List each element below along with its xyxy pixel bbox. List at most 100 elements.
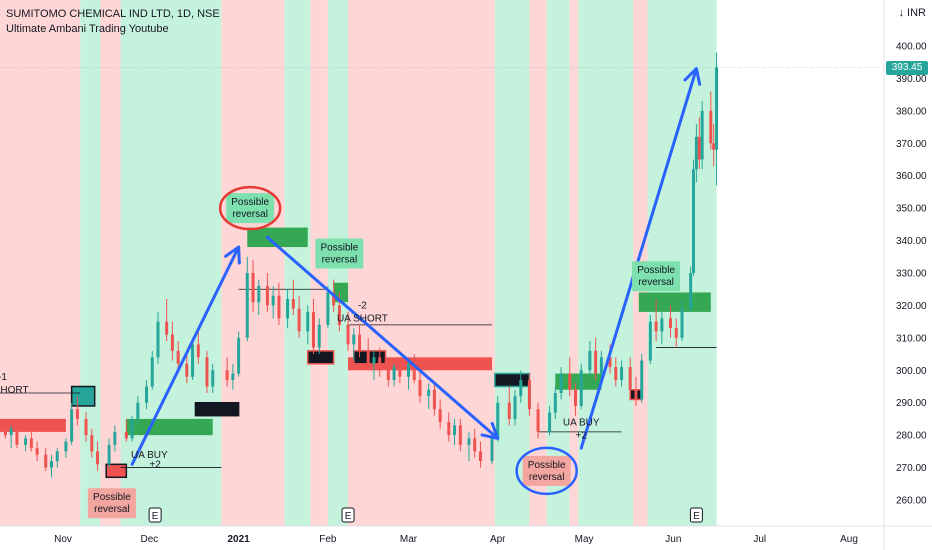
- y-tick-label: 360.00: [896, 171, 927, 182]
- candle-body: [96, 451, 100, 465]
- trend-arrow: [130, 245, 241, 466]
- candle-body: [29, 438, 33, 449]
- demand-zone: [638, 292, 711, 312]
- candle-body: [398, 367, 402, 377]
- reversal-label-box: [632, 261, 681, 292]
- candle-body: [366, 350, 370, 364]
- candle-body: [306, 311, 310, 332]
- reversal-label-text: Possible: [231, 197, 269, 208]
- last-price-tag: 393.45: [886, 61, 928, 75]
- candle-body: [156, 321, 160, 358]
- x-tick-label: Feb: [319, 534, 337, 545]
- reversal-label-text: Possible: [320, 243, 358, 254]
- y-tick-label: 300.00: [896, 366, 927, 377]
- reversal-label-text: Possible: [93, 492, 131, 503]
- y-tick-label: 260.00: [896, 496, 927, 507]
- candle-body: [579, 370, 583, 406]
- candle-body: [694, 136, 698, 170]
- candle-body: [332, 292, 336, 306]
- candle-body: [326, 292, 330, 325]
- candle-body: [527, 380, 531, 410]
- candle-body: [211, 370, 215, 387]
- reversal-label-box: [226, 193, 275, 224]
- x-tick-label: Aug: [840, 534, 858, 545]
- candle-body: [594, 350, 598, 374]
- signal-text: -1: [0, 372, 7, 383]
- candle-body: [346, 324, 350, 345]
- candle-body: [55, 451, 59, 462]
- candle-body: [311, 311, 315, 348]
- candle-body: [614, 367, 618, 381]
- candle-body: [165, 321, 169, 335]
- price-unit[interactable]: ↓ INR: [898, 7, 926, 19]
- candle-body: [406, 363, 410, 377]
- candle-body: [628, 367, 632, 390]
- candle-body: [150, 357, 154, 387]
- candle-body: [458, 425, 462, 445]
- candle-body: [35, 448, 39, 455]
- candle-body: [668, 318, 672, 329]
- candle-body: [648, 321, 652, 361]
- y-tick-label: 370.00: [896, 139, 927, 150]
- x-tick-label: 2021: [228, 534, 251, 545]
- candle-body: [513, 396, 517, 419]
- y-tick-label: 350.00: [896, 204, 927, 215]
- reversal-label-text: reversal: [94, 504, 130, 515]
- candle-body: [251, 273, 255, 303]
- candle-body: [599, 357, 603, 374]
- trend-arrow-head: [224, 245, 241, 265]
- signal-box: [306, 350, 335, 365]
- candle-body: [654, 321, 658, 332]
- earnings-marker: [341, 507, 355, 523]
- candle-body: [473, 438, 477, 452]
- candle-body: [412, 363, 416, 381]
- trend-zone-bear: [100, 0, 121, 526]
- reversal-label-text: Possible: [637, 265, 675, 276]
- candle-body: [588, 350, 592, 371]
- candle-body: [467, 438, 471, 445]
- candle-body: [559, 373, 563, 393]
- signal-text: +2: [149, 460, 161, 471]
- x-tick-label: Apr: [490, 534, 506, 545]
- trend-arrow: [265, 235, 500, 440]
- signal-text: UA BUY: [131, 450, 168, 461]
- candle-body: [660, 318, 664, 332]
- reversal-label-text: reversal: [529, 472, 565, 483]
- candle-body: [265, 285, 269, 306]
- candle-body: [692, 169, 696, 273]
- candle-body: [507, 402, 511, 419]
- trend-zone-bull: [120, 0, 222, 526]
- reversal-label-text: reversal: [638, 277, 674, 288]
- candle-body: [24, 438, 28, 445]
- candle-body: [427, 389, 431, 397]
- candle-body: [620, 367, 624, 381]
- signal-text: UA BUY: [563, 417, 600, 428]
- candle-body: [176, 350, 180, 364]
- x-tick-label: Jul: [753, 534, 766, 545]
- trend-zone-bear: [0, 0, 81, 526]
- x-tick-label: Jun: [665, 534, 681, 545]
- trend-zone-bull: [546, 0, 570, 526]
- highlight-circle: [515, 446, 578, 496]
- x-tick-label: Mar: [400, 534, 418, 545]
- candle-body: [136, 402, 140, 419]
- chart-subtitle: Ultimate Ambani Trading Youtube: [6, 23, 169, 35]
- candle-body: [548, 412, 552, 432]
- reversal-label-box: [522, 455, 571, 486]
- reversal-label-text: reversal: [322, 255, 358, 266]
- candle-body: [196, 344, 200, 358]
- y-tick-label: 340.00: [896, 236, 927, 247]
- candle-body: [225, 370, 229, 381]
- candle-body: [124, 431, 128, 439]
- signal-text: +2: [576, 430, 588, 441]
- candle-body: [372, 357, 376, 364]
- candle-body: [75, 409, 79, 419]
- candle-body: [715, 67, 719, 150]
- candle-body: [64, 441, 68, 452]
- earnings-marker: [689, 507, 703, 523]
- candle-body: [44, 454, 48, 468]
- trend-zone-bear: [348, 0, 495, 526]
- reversal-label-box: [315, 238, 364, 269]
- candle-body: [286, 298, 290, 319]
